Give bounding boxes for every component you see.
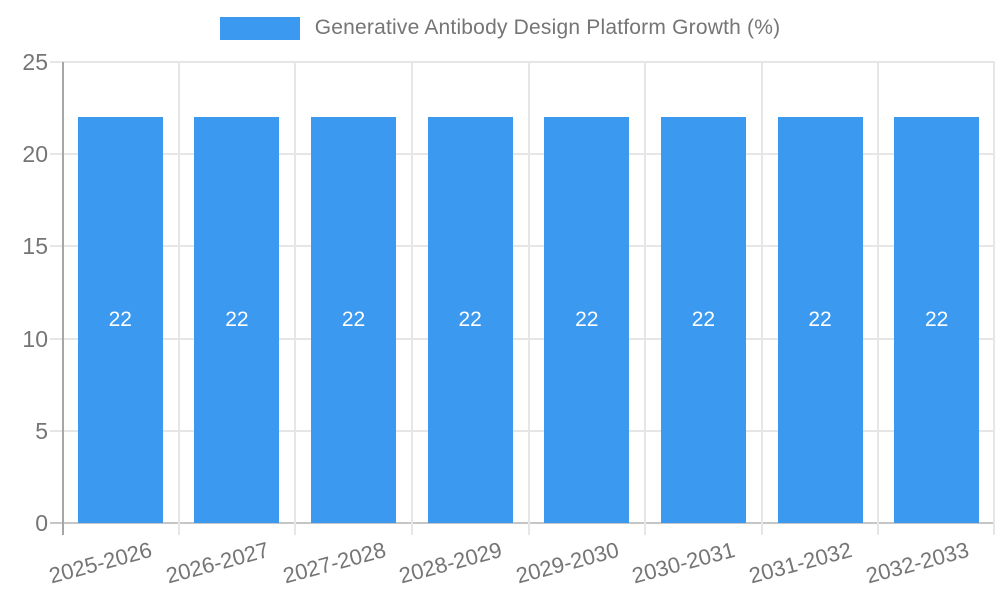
bar-value-label: 22 [458,308,482,332]
y-axis-tick-label: 5 [35,418,48,444]
bar-2032-2033[interactable]: 22 [894,117,980,523]
h-gridline-10 [50,338,995,340]
legend: Generative Antibody Design Platform Grow… [0,16,1000,40]
legend-color-swatch[interactable] [219,16,300,40]
v-gridline [527,62,530,535]
h-gridline-25 [50,61,995,63]
legend-series-label: Generative Antibody Design Platform Grow… [314,16,781,39]
bar-value-label: 22 [925,308,949,332]
v-gridline [177,62,180,535]
bar-2025-2026[interactable]: 22 [77,117,163,523]
plot-area: 22 22 22 22 22 [50,61,995,535]
bar-2030-2031[interactable]: 22 [660,117,746,523]
v-gridline [410,62,413,535]
bar-series: 22 22 22 22 22 [62,62,995,523]
v-gridline [760,62,763,535]
bar-group-2032-2033: 22 [878,62,995,523]
y-axis-tick-label: 10 [22,326,48,352]
bar-group-2028-2029: 22 [412,62,529,523]
y-axis-tick-label: 15 [22,233,48,259]
bar-2028-2029[interactable]: 22 [427,117,513,523]
v-gridline [877,62,880,535]
bar-value-label: 22 [691,308,716,332]
bar-value-label: 22 [575,308,599,332]
bar-value-label: 22 [341,308,366,332]
bar-group-2025-2026: 22 [62,62,179,523]
bar-group-2030-2031: 22 [645,62,762,523]
x-axis-labels: 2025-2026 2026-2027 2027-2028 2028-2029 … [46,537,995,597]
bar-value-label: 22 [108,308,132,332]
bar-2031-2032[interactable]: 22 [777,117,863,523]
bar-group-2027-2028: 22 [295,62,412,523]
v-gridline [644,62,647,535]
y-axis-line [62,62,64,535]
h-gridline-15 [50,245,995,247]
h-gridline-20 [50,153,995,155]
x-axis-baseline [50,522,995,524]
v-gridline [993,62,995,535]
bar-group-2029-2030: 22 [529,62,646,523]
bar-group-2026-2027: 22 [179,62,296,523]
y-axis-tick-label: 20 [22,141,48,167]
h-gridline-5 [50,430,995,432]
y-axis-tick-label: 0 [35,510,48,536]
bar-group-2031-2032: 22 [762,62,879,523]
v-gridline [294,62,297,535]
bar-2029-2030[interactable]: 22 [544,117,630,523]
y-axis-tick-label: 25 [22,49,48,75]
bar-value-label: 22 [225,308,249,332]
bar-value-label: 22 [808,308,832,332]
bar-2027-2028[interactable]: 22 [311,117,397,523]
bar-2026-2027[interactable]: 22 [194,117,280,523]
